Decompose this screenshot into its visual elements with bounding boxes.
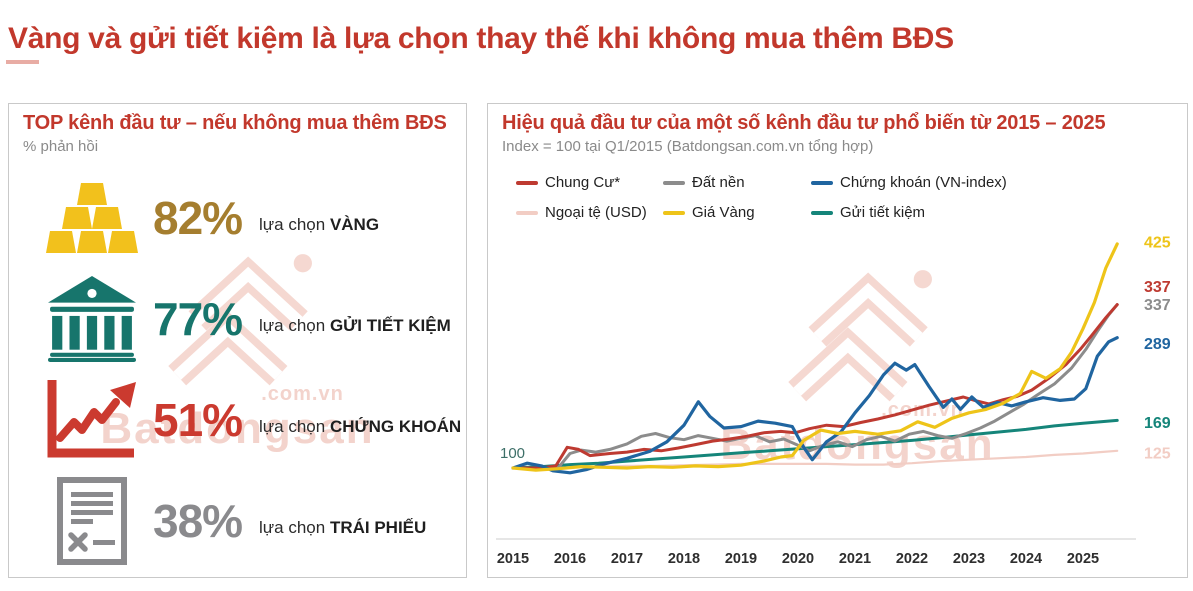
x-tick-label: 2021: [839, 551, 871, 567]
series-line: [511, 303, 1119, 470]
stat-row-bonds: 38% lựa chọn TRÁI PHIẾU: [9, 470, 466, 571]
legend-swatch: [516, 180, 538, 185]
series-end-label: 425: [1144, 234, 1171, 251]
legend-swatch: [516, 210, 538, 215]
x-tick-label: 2020: [782, 551, 814, 567]
chart-title: Hiệu quả đầu tư của một số kênh đầu tư p…: [502, 112, 1106, 134]
stat-row-stocks: 51% lựa chọn CHỨNG KHOÁN: [9, 370, 466, 471]
series-end-label: 289: [1144, 336, 1171, 353]
x-tick-label: 2015: [497, 551, 529, 567]
series-end-label: 125: [1144, 445, 1171, 462]
legend-label: Giá Vàng: [692, 204, 755, 221]
gold-bars-icon: [31, 181, 153, 255]
bond-document-icon: [31, 476, 153, 565]
stock-chart-icon: [31, 378, 153, 462]
legend-swatch: [811, 210, 833, 215]
baseline-label: 100: [500, 445, 526, 462]
stat-percent: 82%: [153, 192, 243, 245]
x-tick-label: 2016: [554, 551, 586, 567]
bank-icon: [31, 276, 153, 363]
series-line: [511, 303, 1119, 470]
legend-label: Chứng khoán (VN-index): [840, 174, 1007, 191]
performance-line-chart: 2015 2016 2017 2018 2019 2020 2021 2022 2023 2024…: [496, 234, 1171, 567]
stat-label: lựa chọn GỬI TIẾT KIỆM: [259, 316, 451, 336]
series-end-label: 337: [1144, 297, 1171, 314]
legend-label: Ngoại tệ (USD): [545, 204, 647, 221]
legend-item-ngoai-te: Ngoại tệ (USD): [516, 204, 663, 221]
series-end-label: 169: [1144, 415, 1171, 432]
stat-percent: 38%: [153, 494, 243, 547]
stat-percent: 51%: [153, 393, 243, 446]
top-investment-channels-panel: .com.vn Batdongsan TOP kênh đầu tư – nếu…: [8, 103, 467, 578]
series-line: [511, 242, 1119, 472]
stat-label: lựa chọn CHỨNG KHOÁN: [259, 416, 462, 436]
title-underline: [6, 60, 39, 64]
chart-subtitle: Index = 100 tại Q1/2015 (Batdongsan.com.…: [502, 138, 874, 155]
x-tick-label: 2017: [611, 551, 643, 567]
legend-item-chung-cu: Chung Cư*: [516, 174, 663, 191]
left-panel-title: TOP kênh đầu tư – nếu không mua thêm BĐS: [23, 112, 447, 134]
page-title: Vàng và gửi tiết kiệm là lựa chọn thay t…: [8, 22, 954, 56]
x-tick-label: 2018: [668, 551, 700, 567]
legend-swatch: [663, 180, 685, 185]
stat-row-gold: 82% lựa chọn VÀNG: [9, 168, 466, 269]
stat-label: lựa chọn VÀNG: [259, 215, 380, 235]
legend-label: Gửi tiết kiệm: [840, 204, 926, 221]
legend-label: Chung Cư*: [545, 174, 621, 191]
stat-row-savings: 77% lựa chọn GỬI TIẾT KIỆM: [9, 269, 466, 370]
legend-swatch: [811, 180, 833, 185]
x-tick-label: 2022: [896, 551, 928, 567]
stat-rows: 82% lựa chọn VÀNG: [9, 168, 466, 571]
investment-performance-panel: .com.vn Batdongsan Hiệu quả đầu tư của m…: [487, 103, 1188, 578]
legend-item-gui-tiet-kiem: Gửi tiết kiệm: [811, 204, 1007, 221]
left-panel-subtitle: % phản hồi: [23, 138, 99, 155]
series-end-label: 337: [1144, 279, 1171, 296]
series-line: [511, 336, 1119, 475]
stat-percent: 77%: [153, 293, 243, 346]
legend-label: Đất nền: [692, 174, 745, 191]
x-tick-label: 2019: [725, 551, 757, 567]
legend-item-gia-vang: Giá Vàng: [663, 204, 811, 221]
x-tick-label: 2023: [953, 551, 985, 567]
chart-legend: Chung Cư* Đất nền Chứng khoán (VN-index)…: [516, 174, 1007, 221]
stat-label: lựa chọn TRÁI PHIẾU: [259, 517, 427, 537]
legend-item-dat-nen: Đất nền: [663, 174, 811, 191]
x-tick-label: 2025: [1067, 551, 1099, 567]
x-tick-label: 2024: [1010, 551, 1042, 567]
legend-swatch: [663, 210, 685, 215]
legend-item-chung-khoan: Chứng khoán (VN-index): [811, 174, 1007, 191]
